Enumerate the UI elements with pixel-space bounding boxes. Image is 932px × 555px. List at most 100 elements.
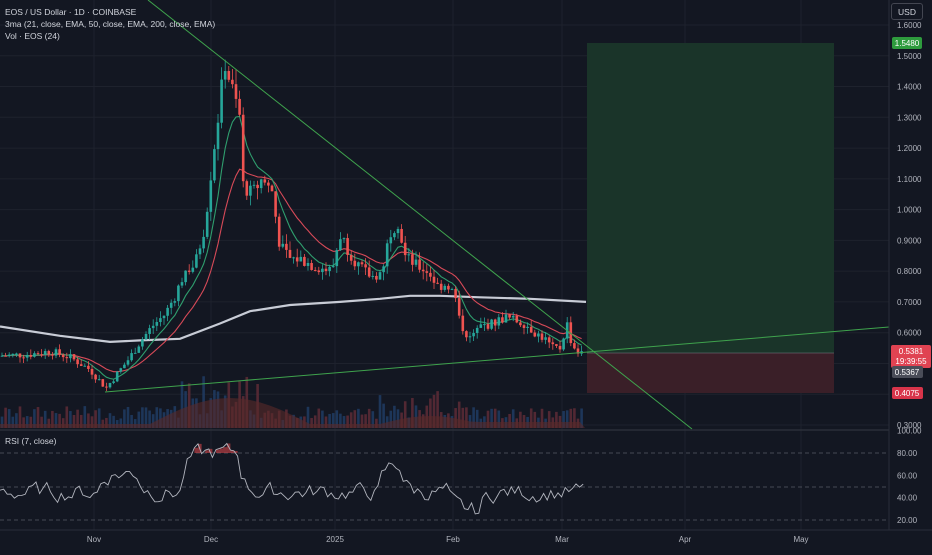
rsi-indicator-label[interactable]: RSI (7, close) xyxy=(5,436,57,446)
candle-body xyxy=(504,314,508,323)
candle-body xyxy=(43,351,47,355)
volume-bar xyxy=(360,414,364,428)
volume-bar xyxy=(11,416,15,428)
candle-body xyxy=(526,326,529,328)
volume-bar xyxy=(25,416,29,428)
volume-bar xyxy=(83,406,87,428)
candle-body xyxy=(61,354,65,358)
currency-button[interactable]: USD xyxy=(891,3,923,20)
volume-bar xyxy=(22,417,25,428)
candle-body xyxy=(249,185,252,196)
time-tick-label: May xyxy=(793,535,808,544)
candle-body xyxy=(119,368,123,372)
candle-body xyxy=(425,271,429,273)
candle-body xyxy=(65,357,69,359)
volume-bar xyxy=(454,408,457,428)
candle-body xyxy=(439,283,443,290)
symbol-title[interactable]: EOS / US Dollar · 1D · COINBASE xyxy=(5,7,137,17)
candlesticks xyxy=(0,59,583,392)
volume-bar xyxy=(4,407,7,428)
candle-body xyxy=(83,365,87,367)
volume-bar xyxy=(558,415,562,428)
volume-indicator-label[interactable]: Vol · EOS (24) xyxy=(5,31,60,41)
candle-body xyxy=(7,354,11,356)
volume-bar xyxy=(112,415,115,428)
svg-text:0.4075: 0.4075 xyxy=(895,389,920,398)
candle-body xyxy=(180,282,184,286)
candle-body xyxy=(285,243,288,250)
volume-bar xyxy=(472,407,475,428)
volume-bar xyxy=(15,413,18,428)
price-tick-label: 1.1000 xyxy=(897,175,922,184)
candle-body xyxy=(202,236,205,249)
volume-bar xyxy=(126,406,130,428)
volume-bar xyxy=(65,406,69,428)
price-tick-label: 0.8000 xyxy=(897,267,922,276)
chart-legend[interactable]: EOS / US Dollar · 1D · COINBASE 3ma (21,… xyxy=(5,6,215,42)
candle-body xyxy=(223,71,227,80)
rsi-axis[interactable]: 100.00 80.00 60.00 40.00 20.00 xyxy=(897,427,922,525)
volume-bar xyxy=(490,408,493,428)
volume-bar xyxy=(461,407,465,428)
candle-body xyxy=(277,216,281,247)
candle-body xyxy=(198,248,202,255)
volume-bar xyxy=(148,410,151,428)
candle-body xyxy=(393,233,396,238)
loss-zone[interactable] xyxy=(587,353,834,393)
volume-bar xyxy=(29,416,33,428)
candle-body xyxy=(490,319,493,329)
candle-body xyxy=(342,238,346,240)
volume-bar xyxy=(76,409,79,428)
descending-trendline[interactable] xyxy=(147,0,693,430)
time-axis[interactable]: Nov Dec 2025 Feb Mar Apr May xyxy=(87,535,809,544)
candle-body xyxy=(331,266,335,268)
volume-bar xyxy=(40,416,43,428)
volume-bar xyxy=(58,413,61,428)
candle-body xyxy=(177,285,180,302)
candle-body xyxy=(22,357,25,359)
volume-bar xyxy=(342,416,346,428)
volume-bar xyxy=(79,414,83,428)
volume-bar xyxy=(331,413,335,428)
candle-body xyxy=(306,262,310,266)
volume-bar xyxy=(349,412,353,428)
volume-bar xyxy=(87,413,90,428)
ascending-trendline[interactable] xyxy=(104,326,890,393)
candle-body xyxy=(220,79,223,123)
candle-body xyxy=(252,184,256,186)
candle-body xyxy=(573,343,576,349)
candle-body xyxy=(241,114,245,182)
candle-body xyxy=(457,298,461,316)
candle-body xyxy=(144,333,148,340)
volume-bar xyxy=(187,383,191,428)
profit-zone[interactable] xyxy=(587,43,834,353)
price-tick-label: 0.3000 xyxy=(897,421,922,430)
time-tick-label: Apr xyxy=(679,535,692,544)
volume-bar xyxy=(396,409,400,428)
candle-body xyxy=(115,371,119,382)
volume-bar xyxy=(565,410,569,428)
volume-bar xyxy=(555,411,558,428)
candle-body xyxy=(540,333,544,340)
price-tick-label: 0.9000 xyxy=(897,236,922,245)
volume-bar xyxy=(43,410,47,428)
volume-bar xyxy=(486,410,490,428)
candle-body xyxy=(105,386,108,388)
ma-indicator-label[interactable]: 3ma (21, close, EMA, 50, close, EMA, 200… xyxy=(5,19,216,29)
candle-body xyxy=(576,348,580,354)
volume-bar xyxy=(457,401,461,428)
candle-body xyxy=(288,249,292,258)
candle-body xyxy=(479,324,483,328)
candle-body xyxy=(231,79,234,85)
candle-body xyxy=(385,243,389,267)
volume-bar xyxy=(123,409,126,428)
volume-bar xyxy=(357,408,360,428)
volume-ma-area xyxy=(0,398,585,428)
volume-bar xyxy=(155,407,159,428)
price-tick-label: 1.2000 xyxy=(897,144,922,153)
candle-body xyxy=(461,315,465,332)
candle-body xyxy=(501,317,504,323)
volume-bar xyxy=(7,409,11,428)
candle-body xyxy=(0,355,4,357)
